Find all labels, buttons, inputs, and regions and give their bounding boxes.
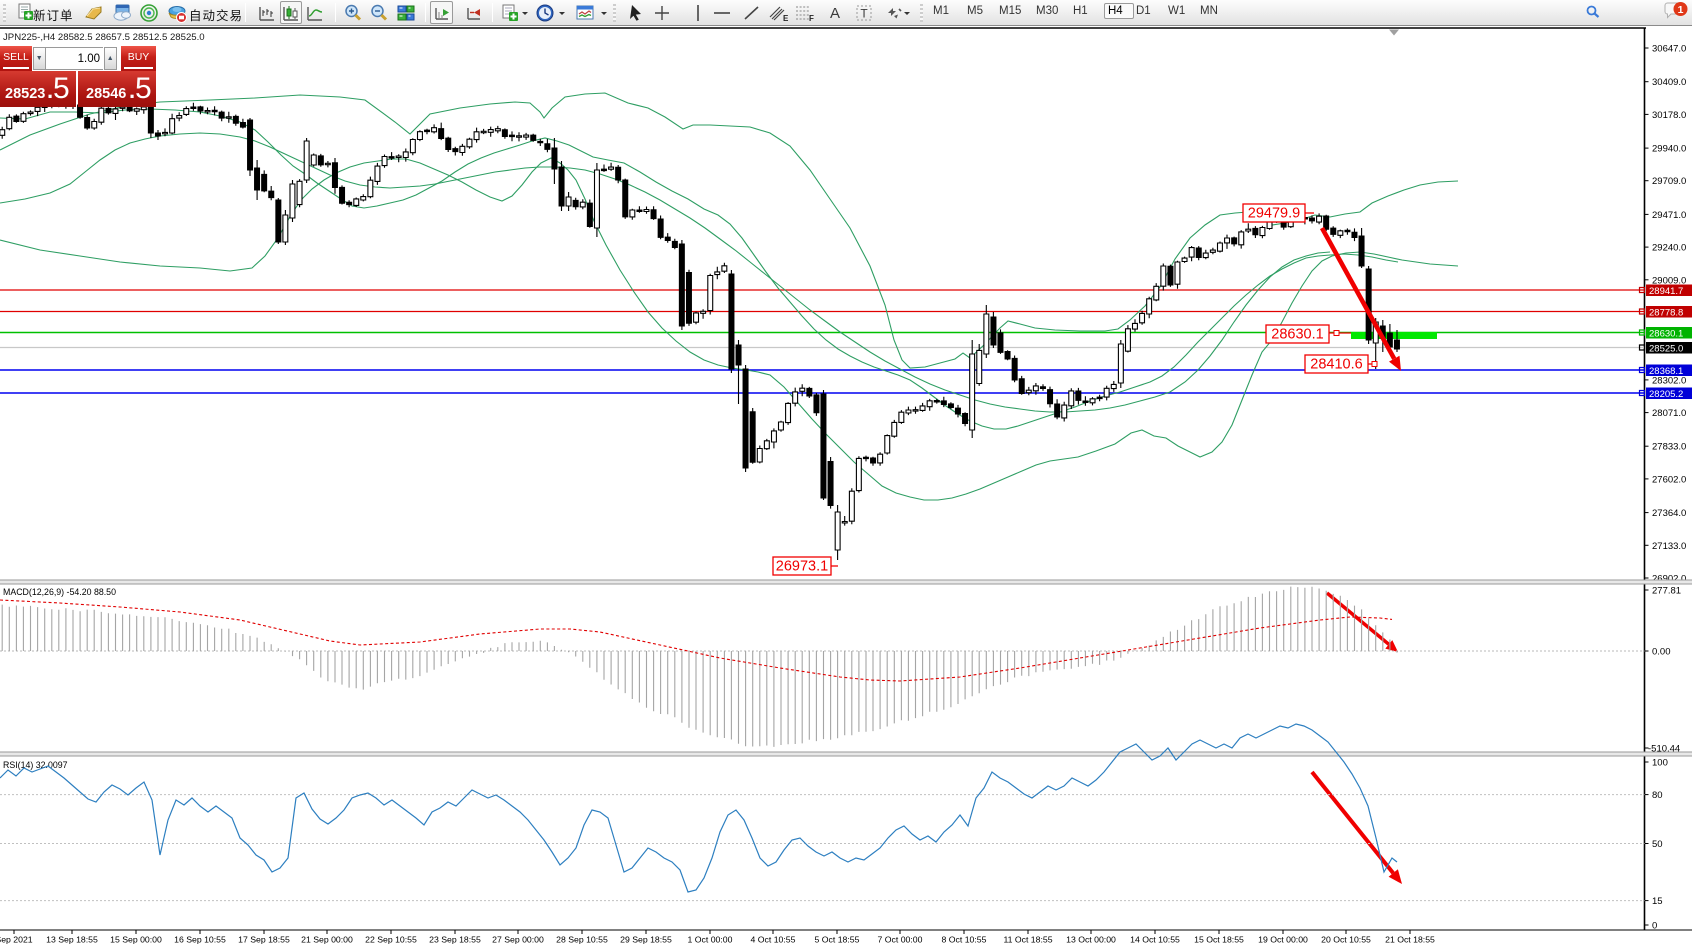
svg-text:15 Sep 00:00: 15 Sep 00:00	[110, 935, 162, 945]
svg-text:29 Sep 18:55: 29 Sep 18:55	[620, 935, 672, 945]
svg-text:277.81: 277.81	[1652, 586, 1681, 597]
svg-text:11 Oct 18:55: 11 Oct 18:55	[1003, 935, 1052, 945]
svg-text:28071.0: 28071.0	[1652, 408, 1686, 419]
svg-text:5 Oct 18:55: 5 Oct 18:55	[815, 935, 860, 945]
svg-text:30409.0: 30409.0	[1652, 77, 1686, 88]
svg-text:27364.0: 27364.0	[1652, 508, 1686, 519]
svg-text:T: T	[860, 7, 868, 21]
svg-text:28778.8: 28778.8	[1649, 307, 1683, 318]
svg-text:JPN225-,H4 28582.5 28657.5 28: JPN225-,H4 28582.5 28657.5 28512.5 28525…	[3, 32, 205, 43]
svg-text:E: E	[783, 14, 789, 23]
svg-text:28525.0: 28525.0	[1649, 343, 1683, 354]
svg-text:30178.0: 30178.0	[1652, 110, 1686, 121]
svg-text:1: 1	[1678, 4, 1684, 16]
svg-text:28941.7: 28941.7	[1649, 286, 1683, 297]
svg-text:28 Sep 10:55: 28 Sep 10:55	[556, 935, 608, 945]
svg-text:28630.1: 28630.1	[1271, 327, 1323, 343]
svg-text:28410.6: 28410.6	[1310, 357, 1362, 373]
svg-text:28205.2: 28205.2	[1649, 389, 1683, 400]
svg-text:21 Sep 00:00: 21 Sep 00:00	[301, 935, 353, 945]
svg-text:MACD(12,26,9) -54.20 88.50: MACD(12,26,9) -54.20 88.50	[3, 587, 116, 597]
svg-text:15: 15	[1652, 896, 1663, 907]
svg-text:50: 50	[1652, 839, 1663, 850]
svg-text:Sep 2021: Sep 2021	[0, 935, 33, 945]
svg-text:29240.0: 29240.0	[1652, 243, 1686, 254]
svg-text:27833.0: 27833.0	[1652, 442, 1686, 453]
svg-text:F: F	[809, 14, 814, 23]
svg-text:0: 0	[1652, 921, 1657, 932]
svg-text:15 Oct 18:55: 15 Oct 18:55	[1194, 935, 1244, 945]
svg-text:8 Oct 10:55: 8 Oct 10:55	[942, 935, 987, 945]
svg-text:13 Oct 00:00: 13 Oct 00:00	[1066, 935, 1116, 945]
svg-text:13 Sep 18:55: 13 Sep 18:55	[46, 935, 98, 945]
svg-text:4 Oct 10:55: 4 Oct 10:55	[751, 935, 796, 945]
svg-text:30647.0: 30647.0	[1652, 44, 1686, 55]
svg-text:19 Oct 00:00: 19 Oct 00:00	[1258, 935, 1308, 945]
svg-text:100: 100	[1652, 758, 1668, 769]
svg-text:29471.0: 29471.0	[1652, 210, 1686, 221]
svg-text:RSI(14) 32.0097: RSI(14) 32.0097	[3, 760, 68, 770]
svg-text:21 Oct 18:55: 21 Oct 18:55	[1385, 935, 1435, 945]
svg-text:-510.44: -510.44	[1648, 744, 1680, 755]
svg-text:27133.0: 27133.0	[1652, 541, 1686, 552]
svg-text:22 Sep 10:55: 22 Sep 10:55	[365, 935, 417, 945]
svg-text:28630.1: 28630.1	[1649, 328, 1683, 339]
svg-text:29940.0: 29940.0	[1652, 144, 1686, 155]
svg-text:1 Oct 00:00: 1 Oct 00:00	[688, 935, 733, 945]
svg-text:29709.0: 29709.0	[1652, 176, 1686, 187]
svg-text:14 Oct 10:55: 14 Oct 10:55	[1130, 935, 1180, 945]
svg-text:23 Sep 18:55: 23 Sep 18:55	[429, 935, 481, 945]
svg-text:28302.0: 28302.0	[1652, 375, 1686, 386]
svg-text:29479.9: 29479.9	[1248, 206, 1300, 222]
svg-text:26902.0: 26902.0	[1652, 574, 1686, 585]
svg-text:28368.1: 28368.1	[1649, 366, 1683, 377]
svg-text:17 Sep 18:55: 17 Sep 18:55	[238, 935, 290, 945]
svg-text:0.00: 0.00	[1652, 647, 1671, 658]
svg-text:29009.0: 29009.0	[1652, 275, 1686, 286]
svg-text:27 Sep 00:00: 27 Sep 00:00	[492, 935, 544, 945]
svg-text:16 Sep 10:55: 16 Sep 10:55	[174, 935, 226, 945]
svg-text:20 Oct 10:55: 20 Oct 10:55	[1321, 935, 1371, 945]
svg-text:7 Oct 00:00: 7 Oct 00:00	[878, 935, 923, 945]
svg-text:27602.0: 27602.0	[1652, 474, 1686, 485]
svg-text:26973.1: 26973.1	[776, 559, 828, 575]
svg-text:A: A	[830, 5, 840, 22]
svg-text:80: 80	[1652, 790, 1663, 801]
